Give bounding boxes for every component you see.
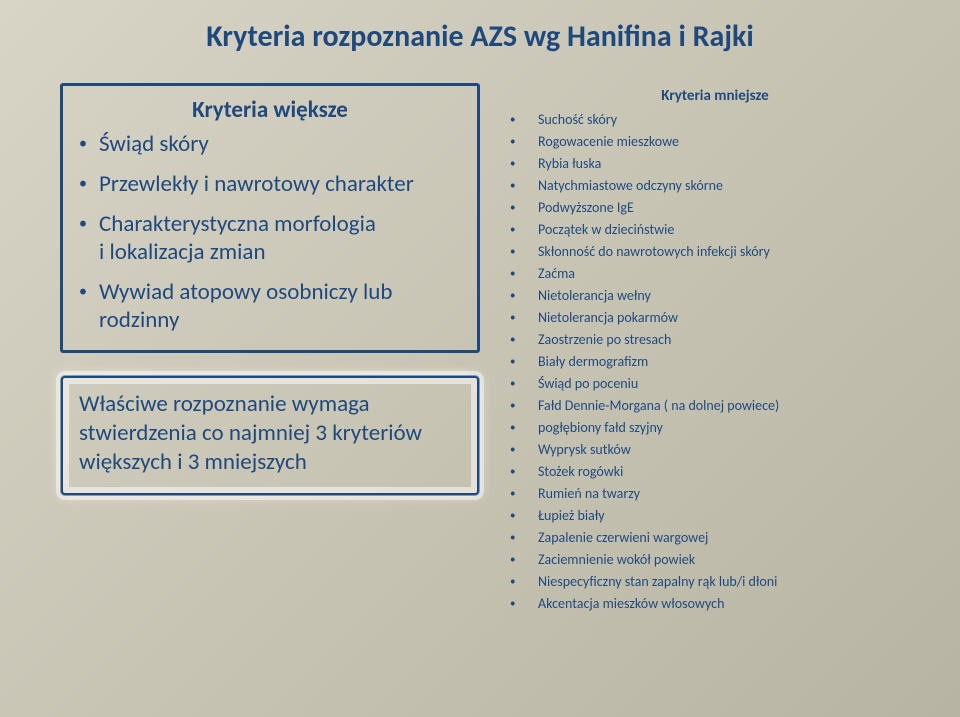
minor-item-label: Łupież biały [538, 505, 920, 527]
bullet-icon: • [510, 439, 538, 461]
minor-item-label: Rybia łuska [538, 153, 920, 175]
bullet-icon: • [510, 461, 538, 483]
minor-item-label: pogłębiony fałd szyjny [538, 417, 920, 439]
bullet-icon: • [510, 285, 538, 307]
bullet-icon: • [79, 170, 99, 198]
major-item-label: Wywiad atopowy osobniczy lub rodzinny [99, 278, 461, 334]
minor-item: •Rumień na twarzy [510, 483, 920, 505]
minor-item: •Akcentacja mieszków włosowych [510, 593, 920, 615]
minor-item: •Zaciemnienie wokół powiek [510, 549, 920, 571]
bullet-icon: • [510, 571, 538, 593]
minor-heading: Kryteria mniejsze [510, 87, 920, 105]
columns: Kryteria większe • Świąd skóry • Przewle… [0, 55, 960, 615]
diagnosis-note-box: Właściwe rozpoznanie wymaga stwierdzenia… [60, 375, 480, 495]
minor-item-label: Suchość skóry [538, 109, 920, 131]
bullet-icon: • [510, 373, 538, 395]
diagnosis-note-text: Właściwe rozpoznanie wymaga stwierdzenia… [79, 390, 422, 476]
left-column: Kryteria większe • Świąd skóry • Przewle… [60, 83, 480, 615]
major-item-label: Przewlekły i nawrotowy charakter [99, 170, 461, 198]
major-item: • Wywiad atopowy osobniczy lub rodzinny [79, 278, 461, 334]
bullet-icon: • [510, 351, 538, 373]
bullet-icon: • [510, 197, 538, 219]
major-item-label: Świąd skóry [99, 130, 461, 158]
major-criteria-box: Kryteria większe • Świąd skóry • Przewle… [60, 83, 480, 353]
minor-item-label: Zaćma [538, 263, 920, 285]
minor-item: •Niespecyficzny stan zapalny rąk lub/i d… [510, 571, 920, 593]
minor-item: •Wyprysk sutków [510, 439, 920, 461]
minor-item-label: Stożek rogówki [538, 461, 920, 483]
bullet-icon: • [510, 219, 538, 241]
minor-item: •Świąd po poceniu [510, 373, 920, 395]
major-item: • Świąd skóry [79, 130, 461, 158]
minor-item: •Rogowacenie mieszkowe [510, 131, 920, 153]
minor-item: •Suchość skóry [510, 109, 920, 131]
minor-item-label: Biały dermografizm [538, 351, 920, 373]
bullet-icon: • [510, 329, 538, 351]
major-item: • Charakterystyczna morfologia i lokaliz… [79, 210, 461, 266]
bullet-icon: • [510, 505, 538, 527]
bullet-icon: • [510, 527, 538, 549]
minor-item-label: Niespecyficzny stan zapalny rąk lub/i dł… [538, 571, 920, 593]
bullet-icon: • [510, 417, 538, 439]
minor-item-label: Zaciemnienie wokół powiek [538, 549, 920, 571]
bullet-icon: • [510, 241, 538, 263]
minor-item: •Stożek rogówki [510, 461, 920, 483]
minor-item: •pogłębiony fałd szyjny [510, 417, 920, 439]
minor-criteria-list: •Suchość skóry•Rogowacenie mieszkowe•Ryb… [510, 109, 920, 615]
bullet-icon: • [79, 130, 99, 158]
bullet-icon: • [510, 307, 538, 329]
minor-item: •Podwyższone IgE [510, 197, 920, 219]
bullet-icon: • [510, 549, 538, 571]
right-column: Kryteria mniejsze •Suchość skóry•Rogowac… [510, 83, 920, 615]
minor-item: •Skłonność do nawrotowych infekcji skóry [510, 241, 920, 263]
minor-item-label: Rumień na twarzy [538, 483, 920, 505]
minor-item-label: Rogowacenie mieszkowe [538, 131, 920, 153]
bullet-icon: • [510, 263, 538, 285]
bullet-icon: • [510, 593, 538, 615]
bullet-icon: • [510, 153, 538, 175]
minor-item: •Łupież biały [510, 505, 920, 527]
minor-item-label: Zapalenie czerwieni wargowej [538, 527, 920, 549]
minor-item: •Zaćma [510, 263, 920, 285]
minor-item-label: Zaostrzenie po stresach [538, 329, 920, 351]
minor-item-label: Początek w dzieciństwie [538, 219, 920, 241]
bullet-icon: • [79, 210, 99, 238]
minor-item-label: Nietolerancja wełny [538, 285, 920, 307]
minor-item: •Fałd Dennie-Morgana ( na dolnej powiece… [510, 395, 920, 417]
minor-item-label: Podwyższone IgE [538, 197, 920, 219]
minor-item-label: Fałd Dennie-Morgana ( na dolnej powiece) [538, 395, 920, 417]
bullet-icon: • [510, 175, 538, 197]
minor-item-label: Wyprysk sutków [538, 439, 920, 461]
bullet-icon: • [510, 395, 538, 417]
major-item-label: Charakterystyczna morfologia i lokalizac… [99, 210, 461, 266]
minor-item: •Zapalenie czerwieni wargowej [510, 527, 920, 549]
major-item: • Przewlekły i nawrotowy charakter [79, 170, 461, 198]
minor-item: •Nietolerancja wełny [510, 285, 920, 307]
minor-item: •Rybia łuska [510, 153, 920, 175]
minor-item-label: Świąd po poceniu [538, 373, 920, 395]
minor-item: •Biały dermografizm [510, 351, 920, 373]
major-heading: Kryteria większe [79, 96, 461, 124]
bullet-icon: • [79, 278, 99, 306]
page-title: Kryteria rozpoznanie AZS wg Hanifina i R… [0, 0, 960, 55]
minor-item-label: Nietolerancja pokarmów [538, 307, 920, 329]
bullet-icon: • [510, 109, 538, 131]
minor-item: •Zaostrzenie po stresach [510, 329, 920, 351]
minor-item: •Nietolerancja pokarmów [510, 307, 920, 329]
bullet-icon: • [510, 131, 538, 153]
minor-item-label: Akcentacja mieszków włosowych [538, 593, 920, 615]
minor-item: •Natychmiastowe odczyny skórne [510, 175, 920, 197]
minor-item: •Początek w dzieciństwie [510, 219, 920, 241]
minor-item-label: Natychmiastowe odczyny skórne [538, 175, 920, 197]
bullet-icon: • [510, 483, 538, 505]
minor-item-label: Skłonność do nawrotowych infekcji skóry [538, 241, 920, 263]
